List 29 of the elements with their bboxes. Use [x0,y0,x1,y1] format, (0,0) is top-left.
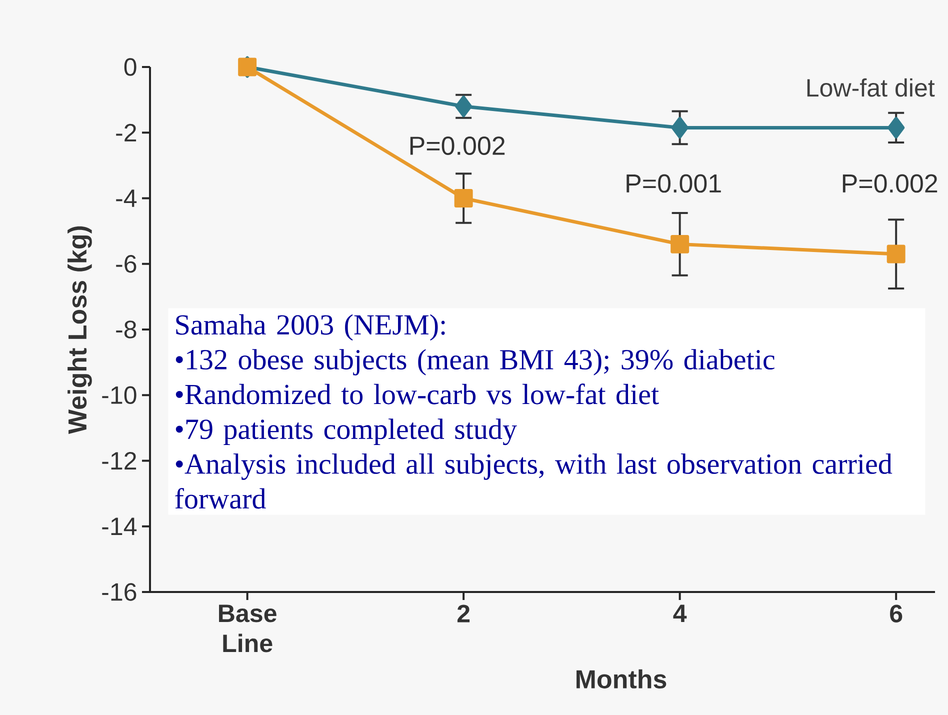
point [886,244,906,264]
annotation: P=0.002 [410,136,505,155]
x-tick-label: 2 [457,604,470,622]
y-tick-label: 0 [124,58,136,76]
y-tick-label: -10 [102,386,136,404]
x-axis-title: Months [576,669,666,688]
annotation: •Analysis included all subjects, with last observation carried forward [175,453,892,509]
y-tick-label: -14 [102,518,137,535]
x-tick-label: 6 [890,604,902,622]
annotation: •Randomized to low-carb vs low-fat diet [176,384,659,404]
y-axis-title: Weight Loss (kg) [68,226,92,434]
point [670,234,690,254]
x-tick-label: 4 [673,604,687,622]
annotation: P=0.001 [626,174,721,193]
y-tick-label: -16 [102,583,136,601]
point [454,189,473,208]
point [671,116,688,138]
x-tick-label: Base Line [219,604,276,652]
y-tick-label: -4 [116,190,137,207]
series-label: Low-fat diet [807,78,935,97]
point [888,116,905,138]
y-tick-label: -6 [116,255,136,273]
annotation: •79 patients completed study [176,418,517,446]
y-tick-label: -2 [116,124,136,142]
annotation: Samaha 2003 (NEJM): [176,314,445,341]
annotation: •132 obese subjects (mean BMI 43); 39% diabetic [176,349,774,376]
annotation: P=0.002 [842,174,938,193]
y-tick-label: -8 [116,320,136,338]
y-tick-label: -12 [102,452,136,470]
